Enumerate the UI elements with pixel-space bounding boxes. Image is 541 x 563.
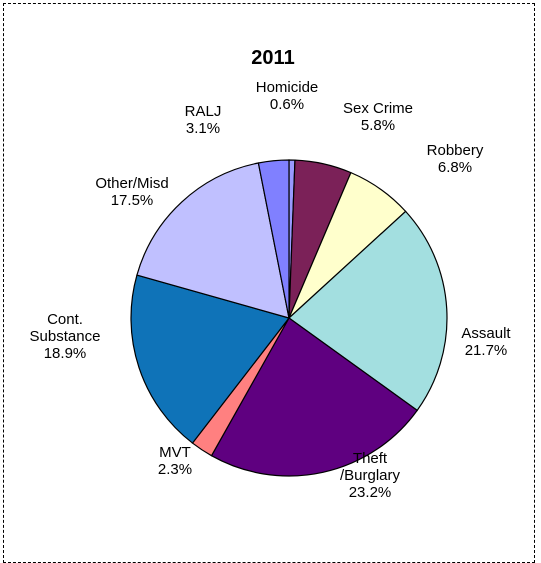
slice-label-cont-substance: Cont. Substance 18.9% [30, 311, 101, 362]
slice-label-robbery: Robbery 6.8% [427, 142, 484, 176]
slice-label-theft-burglary: Theft/Burglary 23.2% [340, 450, 401, 501]
slice-label-ralj: RALJ 3.1% [185, 103, 222, 137]
slice-label-assault: Assault 21.7% [461, 325, 511, 359]
slice-label-homicide: Homicide 0.6% [256, 79, 319, 113]
chart-title: 2011 [251, 47, 294, 69]
pie-slice-assault [288, 210, 448, 412]
slice-label-mvt: MVT 2.3% [158, 444, 192, 478]
slice-label-other-misd: Other/Misd 17.5% [95, 175, 168, 209]
pie-slice-theft-burglary [210, 317, 419, 477]
pie-slices [130, 159, 448, 477]
slice-label-sex-crime: Sex Crime 5.8% [343, 100, 413, 134]
pie-labels: Homicide 0.6% Sex Crime 5.8% Robbery 6.8% Assa… [30, 79, 512, 501]
pie-slice-ralj [257, 159, 290, 319]
pie-slice-other-misd [136, 162, 290, 319]
pie-slice-cont-substance [130, 274, 291, 444]
pie-chart: 2011 Homicide 0.6% Sex Crime 5.8% Robbery 6.8… [30, 47, 512, 501]
